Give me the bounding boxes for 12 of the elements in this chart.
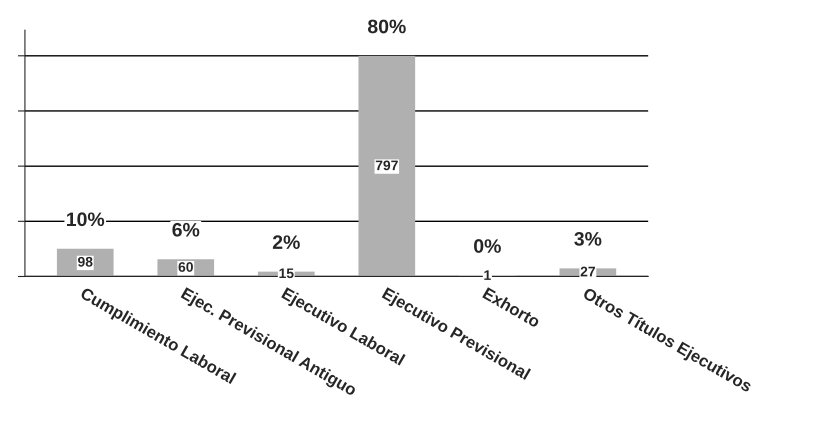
data-label: 797: [376, 160, 398, 170]
data-label: 1: [484, 270, 491, 280]
annotation: 0%: [474, 239, 501, 253]
annotation: 80%: [368, 20, 406, 34]
data-label: 27: [580, 266, 595, 276]
data-label: 15: [279, 268, 294, 278]
data-label: 98: [78, 256, 93, 267]
annotation: 3%: [574, 232, 602, 246]
annotation: 10%: [67, 212, 104, 226]
annotation: 2%: [272, 235, 300, 250]
annotation: 6%: [172, 222, 200, 237]
data-label: 60: [178, 262, 193, 272]
